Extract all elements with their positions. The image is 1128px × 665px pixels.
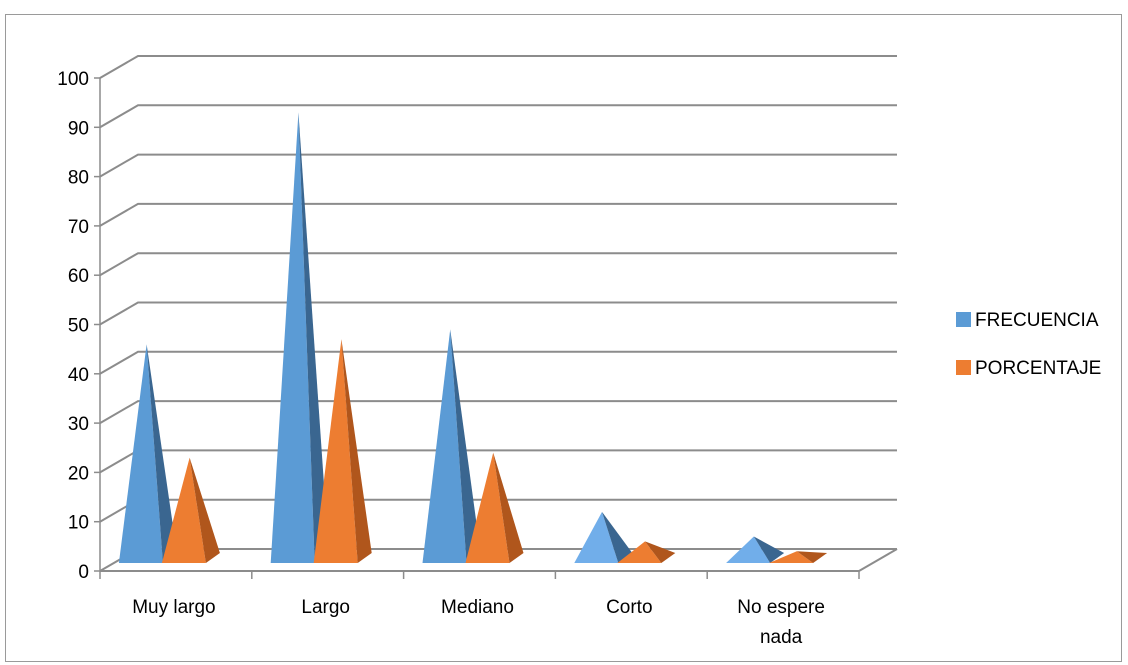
y-tick-label: 100 bbox=[57, 69, 89, 90]
pyramid-side bbox=[796, 551, 828, 563]
pyramid-side bbox=[298, 112, 329, 563]
gridline bbox=[99, 350, 897, 375]
pyramid-side bbox=[602, 511, 633, 563]
legend-swatch bbox=[956, 312, 971, 327]
gridline bbox=[99, 104, 897, 129]
gridline bbox=[99, 55, 897, 79]
pyramid-face bbox=[422, 329, 467, 563]
x-tick-label: Largo bbox=[301, 597, 350, 618]
y-tick-label: 60 bbox=[68, 266, 89, 287]
pyramid-face bbox=[574, 511, 619, 563]
pyramid-side bbox=[645, 541, 676, 563]
x-tick-label: Muy largo bbox=[132, 597, 215, 618]
pyramid-side bbox=[341, 339, 372, 563]
gridline bbox=[99, 153, 897, 178]
x-tick-label: nada bbox=[760, 627, 803, 648]
pyramid-face bbox=[726, 536, 771, 563]
y-tick-label: 90 bbox=[68, 118, 89, 139]
legend-swatch bbox=[956, 360, 971, 375]
gridline bbox=[99, 202, 897, 227]
x-tick-label: Corto bbox=[606, 597, 652, 618]
y-tick-label: 20 bbox=[68, 463, 89, 484]
y-tick-label: 50 bbox=[68, 316, 89, 337]
y-tick-label: 30 bbox=[68, 414, 89, 435]
pyramid-face bbox=[313, 339, 358, 563]
pyramid-side bbox=[753, 536, 785, 563]
gridline bbox=[99, 301, 897, 326]
legend-label: FRECUENCIA bbox=[975, 310, 1099, 331]
y-tick-label: 40 bbox=[68, 365, 89, 386]
pyramid-face bbox=[270, 112, 315, 563]
pyramid-side bbox=[493, 452, 524, 563]
pyramid-face bbox=[161, 457, 206, 563]
pyramid-side bbox=[189, 457, 220, 563]
x-tick-label: No espere bbox=[737, 597, 825, 618]
y-tick-label: 10 bbox=[68, 513, 89, 534]
gridline bbox=[99, 252, 897, 277]
y-tick-label: 80 bbox=[68, 168, 89, 189]
pyramid-side bbox=[146, 344, 177, 563]
y-tick-label: 70 bbox=[68, 217, 89, 238]
legend-label: PORCENTAJE bbox=[975, 358, 1101, 379]
x-tick-label: Mediano bbox=[441, 597, 514, 618]
pyramid-face bbox=[617, 541, 662, 563]
pyramid-face bbox=[118, 344, 163, 563]
gridline bbox=[99, 449, 897, 474]
pyramid-side bbox=[450, 329, 481, 563]
gridline bbox=[99, 400, 897, 424]
y-tick-label: 0 bbox=[78, 562, 89, 583]
pyramid-face bbox=[465, 452, 510, 563]
pyramid-face bbox=[769, 551, 814, 563]
